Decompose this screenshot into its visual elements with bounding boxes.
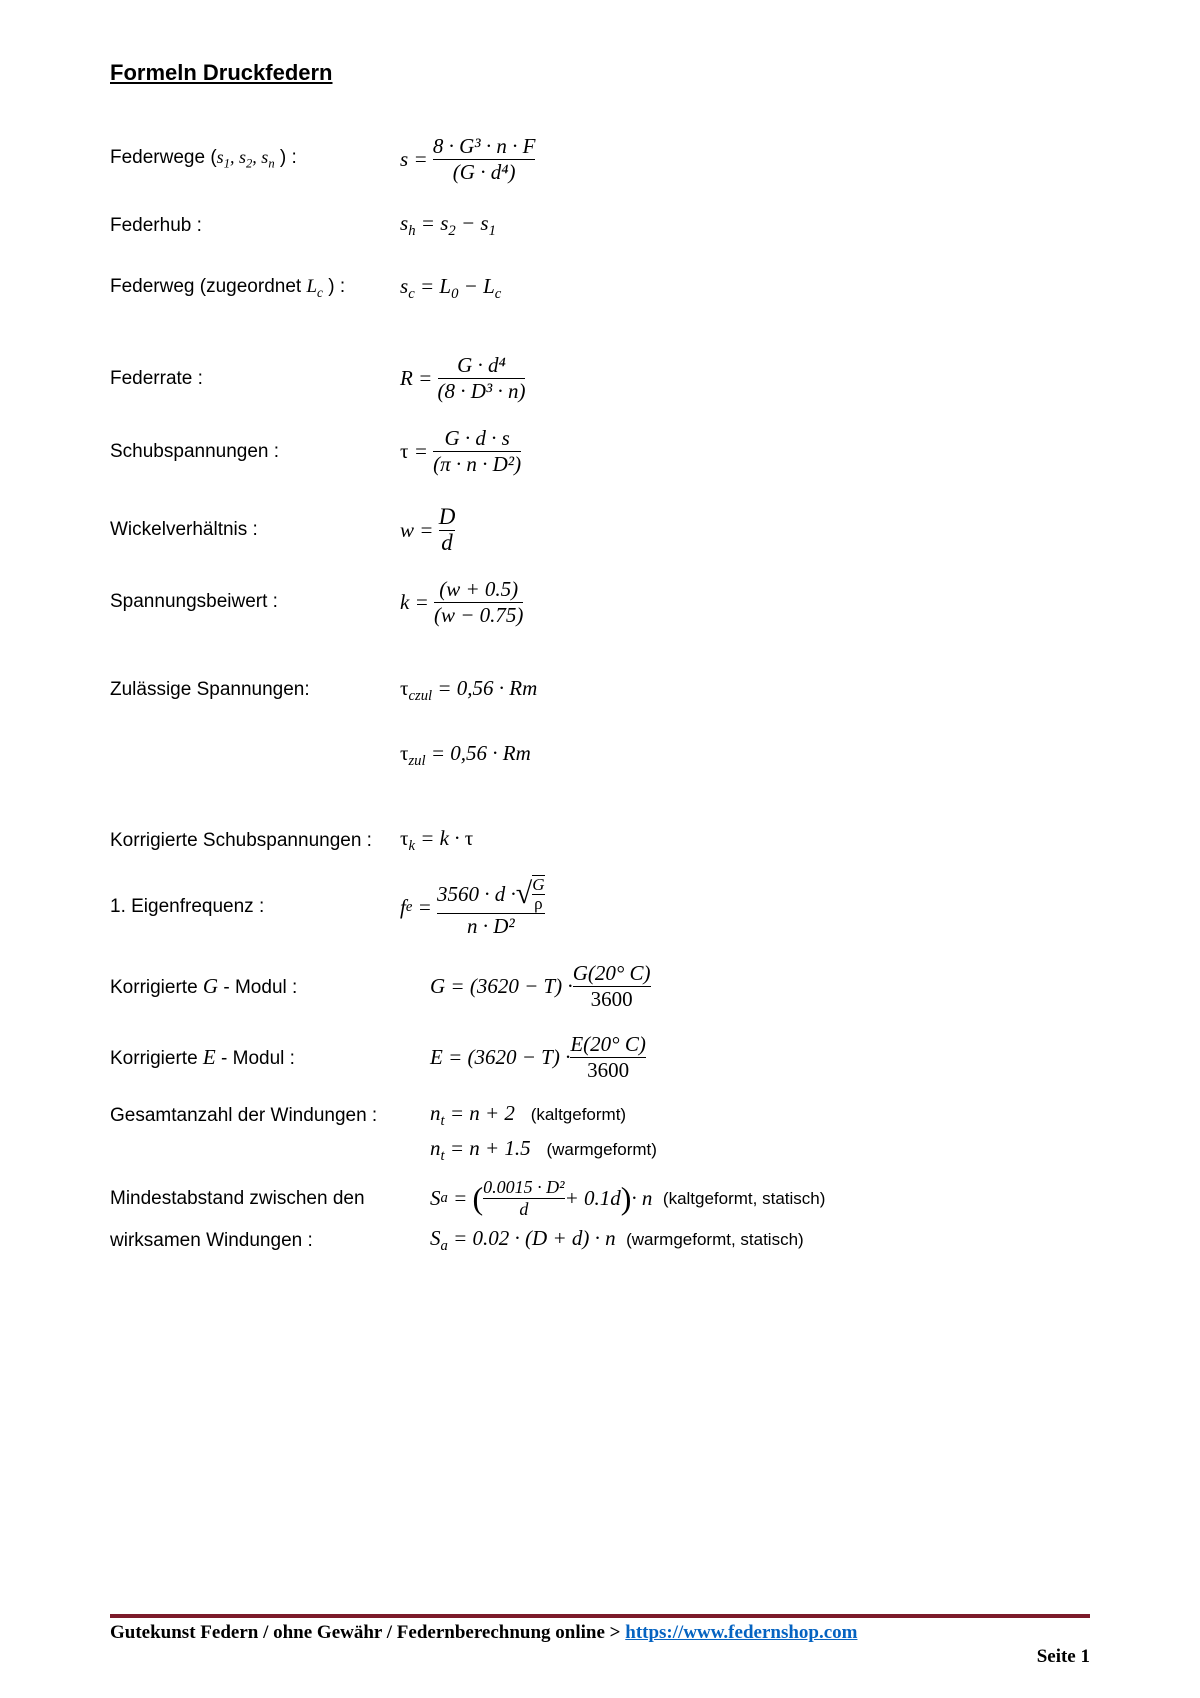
- label-mindest1: Mindestabstand zwischen den: [110, 1188, 430, 1210]
- page-title: Formeln Druckfedern: [110, 60, 1090, 86]
- label-mindest2: wirksamen Windungen :: [110, 1230, 430, 1252]
- label-wickel: Wickelverhältnis :: [110, 519, 400, 541]
- formula-federrate: R = G · d⁴ (8 · D³ · n): [400, 353, 525, 404]
- formula-federwege: s = 8 · G³ · n · F (G · d⁴): [400, 134, 535, 185]
- footer-rule: [110, 1614, 1090, 1618]
- label-eigenfreq: 1. Eigenfrequenz :: [110, 896, 400, 918]
- row-gesamt1: Gesamtanzahl der Windungen : nt = n + 2 …: [110, 1101, 1090, 1130]
- label-schub: Schubspannungen :: [110, 441, 400, 463]
- label-korr-e: Korrigierte E - Modul :: [110, 1045, 430, 1070]
- label-federrate: Federrate :: [110, 368, 400, 390]
- row-mindest1: Mindestabstand zwischen den Sa = ( 0.001…: [110, 1177, 1090, 1220]
- formula-nt1: nt = n + 2 (kaltgeformt): [430, 1101, 626, 1130]
- row-korr-e: Korrigierte E - Modul : E = (3620 − T) ·…: [110, 1032, 1090, 1083]
- formula-wickel: w = D d: [400, 505, 455, 554]
- formula-nt2: nt = n + 1.5 (warmgeformt): [430, 1136, 657, 1165]
- formula-federhub: sh = s2 − s1: [400, 211, 496, 240]
- row-mindest2: wirksamen Windungen : Sa = 0.02 · (D + d…: [110, 1226, 1090, 1255]
- row-spannungsbeiwert: Spannungsbeiwert : k = (w + 0.5) (w − 0.…: [110, 577, 1090, 628]
- formula-sa2: Sa = 0.02 · (D + d) · n (warmgeformt, st…: [430, 1226, 804, 1255]
- page-footer: Gutekunst Federn / ohne Gewähr / Federnb…: [0, 1614, 1200, 1668]
- label-federwege: Federwege (s1, s2, sn ) :: [110, 147, 400, 172]
- formula-spannungsbeiwert: k = (w + 0.5) (w − 0.75): [400, 577, 523, 628]
- formula-federweg-lc: sc = L0 − Lc: [400, 274, 501, 303]
- label-federweg-lc: Federweg (zugeordnet Lc ) :: [110, 276, 400, 301]
- label-korr-schub: Korrigierte Schubspannungen :: [110, 830, 400, 852]
- row-zul2: τzul = 0,56 · Rm: [110, 741, 1090, 770]
- formula-korr-g: G = (3620 − T) · G(20° C) 3600: [430, 961, 651, 1012]
- formula-zul2: τzul = 0,56 · Rm: [400, 741, 531, 770]
- formula-korr-schub: τk = k · τ: [400, 826, 473, 855]
- label-gesamt: Gesamtanzahl der Windungen :: [110, 1105, 430, 1127]
- label-spannungsbeiwert: Spannungsbeiwert :: [110, 591, 400, 613]
- footer-link[interactable]: https://www.federnshop.com: [625, 1622, 857, 1643]
- footer-text: Gutekunst Federn / ohne Gewähr / Federnb…: [110, 1622, 1090, 1644]
- row-federwege: Federwege (s1, s2, sn ) : s = 8 · G³ · n…: [110, 134, 1090, 185]
- row-zul1: Zulässige Spannungen: τczul = 0,56 · Rm: [110, 676, 1090, 705]
- label-federhub: Federhub :: [110, 215, 400, 237]
- formula-eigenfreq: fe = 3560 · d · √ G ρ n · D²: [400, 875, 545, 939]
- label-korr-g: Korrigierte G - Modul :: [110, 974, 430, 999]
- page-number: Seite 1: [110, 1646, 1090, 1668]
- row-federhub: Federhub : sh = s2 − s1: [110, 211, 1090, 240]
- formula-zul1: τczul = 0,56 · Rm: [400, 676, 537, 705]
- formula-sa1: Sa = ( 0.0015 · D² d + 0.1d ) · n (kaltg…: [430, 1177, 825, 1220]
- row-federweg-lc: Federweg (zugeordnet Lc ) : sc = L0 − Lc: [110, 274, 1090, 303]
- row-korr-g: Korrigierte G - Modul : G = (3620 − T) ·…: [110, 961, 1090, 1012]
- formula-korr-e: E = (3620 − T) · E(20° C) 3600: [430, 1032, 646, 1083]
- formula-schub: τ = G · d · s (π · n · D²): [400, 426, 521, 477]
- row-korr-schub: Korrigierte Schubspannungen : τk = k · τ: [110, 826, 1090, 855]
- row-federrate: Federrate : R = G · d⁴ (8 · D³ · n): [110, 353, 1090, 404]
- row-schub: Schubspannungen : τ = G · d · s (π · n ·…: [110, 426, 1090, 477]
- row-eigenfreq: 1. Eigenfrequenz : fe = 3560 · d · √ G ρ: [110, 875, 1090, 939]
- row-wickel: Wickelverhältnis : w = D d: [110, 505, 1090, 554]
- document-page: Formeln Druckfedern Federwege (s1, s2, s…: [0, 0, 1200, 1698]
- row-gesamt2: nt = n + 1.5 (warmgeformt): [110, 1136, 1090, 1165]
- label-zul: Zulässige Spannungen:: [110, 679, 400, 701]
